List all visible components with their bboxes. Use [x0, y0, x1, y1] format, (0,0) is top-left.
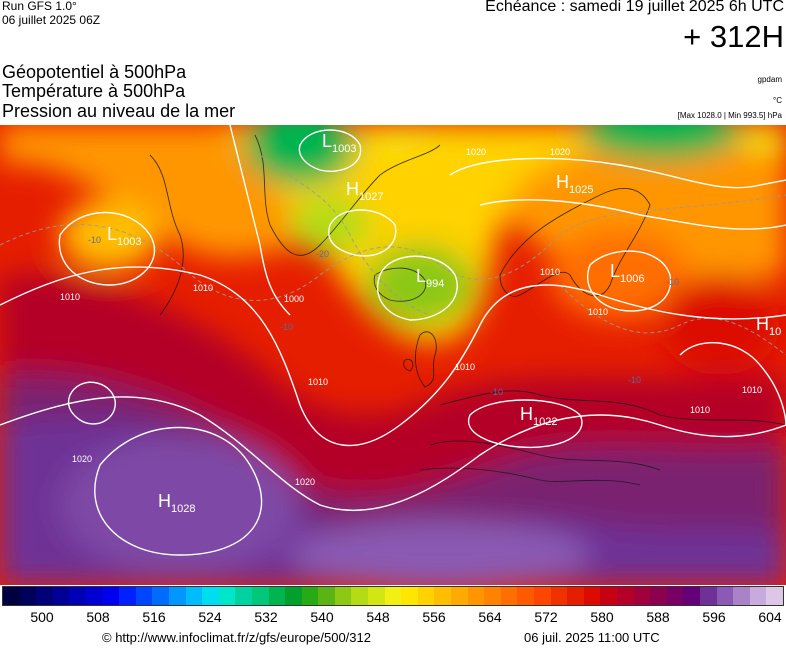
isobar-label: 1010: [455, 362, 475, 372]
isobar-label: 1020: [550, 147, 570, 157]
colorbar-segment: [451, 587, 468, 605]
weather-map: L1003 L1003 H1027 L994 H1025 L1006 H10 H…: [0, 125, 786, 585]
colorbar: [2, 586, 784, 606]
colorbar-segment: [600, 587, 617, 605]
colorbar-segment: [500, 587, 518, 605]
colorbar-segment: [733, 587, 750, 605]
colorbar-segment: [699, 587, 717, 605]
colorbar-segment: [484, 587, 501, 605]
isobar-label: 1010: [540, 267, 560, 277]
isotherm-label: -10: [628, 375, 641, 385]
colorbar-segment: [666, 587, 684, 605]
colorbar-segment: [650, 587, 667, 605]
lead-time: + 312H: [683, 19, 784, 54]
colorbar-segment: [517, 587, 534, 605]
colorbar-tick-label: 564: [478, 609, 502, 625]
field-geopotential: Géopotentiel à 500hPa: [2, 62, 187, 82]
colorbar-segment: [749, 587, 767, 605]
colorbar-tick-label: 532: [254, 609, 278, 625]
colorbar-segment: [218, 587, 236, 605]
isobar-label: 1010: [60, 292, 80, 302]
colorbar-segment: [102, 587, 120, 605]
isobar-label: 1020: [466, 147, 486, 157]
colorbar-segment: [235, 587, 252, 605]
colorbar-tick-label: 604: [758, 609, 782, 625]
isotherm-label: -10: [280, 322, 293, 332]
colorbar-segment: [301, 587, 319, 605]
colorbar-segment: [318, 587, 335, 605]
colorbar-tick-label: 572: [534, 609, 558, 625]
isobar-label: 1000: [284, 294, 304, 304]
colorbar-segment: [616, 587, 634, 605]
isobar-label: 1020: [72, 454, 92, 464]
colorbar-segment: [534, 587, 551, 605]
colorbar-tick-label: 540: [310, 609, 334, 625]
colorbar-tick-label: 556: [422, 609, 446, 625]
colorbar-tick-label: 524: [198, 609, 222, 625]
field-pressure: Pression au niveau de la mer: [2, 101, 236, 121]
colorbar-tick-label: 508: [86, 609, 110, 625]
pressure-range: [Max 1028.0 | Min 993.5] hPa: [677, 111, 782, 120]
colorbar-tick-label: 500: [30, 609, 54, 625]
colorbar-tick-label: 588: [646, 609, 670, 625]
colorbar-segment: [36, 587, 53, 605]
run-title: Run GFS 1.0°: [2, 0, 77, 13]
colorbar-segment: [368, 587, 385, 605]
isotherm-label: -20: [316, 249, 329, 259]
colorbar-segment: [633, 587, 651, 605]
colorbar-segment: [417, 587, 435, 605]
colorbar-segment: [766, 587, 783, 605]
colorbar-segment: [152, 587, 169, 605]
colorbar-tick-label: 580: [590, 609, 614, 625]
colorbar-segment: [251, 587, 269, 605]
colorbar-segment: [19, 587, 37, 605]
colorbar-segment: [202, 587, 219, 605]
colorbar-segment: [351, 587, 369, 605]
forecast-valid-time: Echéance : samedi 19 juillet 2025 6h UTC: [485, 0, 784, 15]
run-date: 06 juillet 2025 06Z: [2, 13, 101, 27]
field-temperature: Température à 500hPa: [2, 81, 186, 101]
isotherm-label: -10: [490, 387, 503, 397]
colorbar-segment: [69, 587, 86, 605]
colorbar-segment: [334, 587, 352, 605]
colorbar-segment: [567, 587, 584, 605]
isobar-label: 1020: [295, 477, 315, 487]
colorbar-segment: [3, 587, 20, 605]
colorbar-segment: [268, 587, 286, 605]
colorbar-segment: [683, 587, 700, 605]
isobar-label: 1010: [193, 283, 213, 293]
colorbar-segment: [85, 587, 103, 605]
colorbar-segment: [467, 587, 485, 605]
isobar-label: 1010: [742, 385, 762, 395]
colorbar-segment: [716, 587, 734, 605]
colorbar-segment: [401, 587, 418, 605]
unit-temperature: °C: [773, 96, 782, 105]
colorbar-segment: [135, 587, 153, 605]
isotherm-label: -10: [666, 277, 679, 287]
colorbar-tick-label: 596: [702, 609, 726, 625]
isobar-label: 1010: [690, 405, 710, 415]
colorbar-ticks: 500 508 516 524 532 540 548 556 564 572 580 588 596 6…: [0, 609, 786, 627]
source-url: © http://www.infoclimat.fr/z/gfs/europe/…: [102, 630, 371, 645]
colorbar-segment: [185, 587, 203, 605]
colorbar-segment: [583, 587, 601, 605]
colorbar-tick-label: 516: [142, 609, 166, 625]
unit-geopotential: gpdam: [757, 75, 782, 84]
colorbar-segment: [168, 587, 186, 605]
colorbar-segment: [119, 587, 136, 605]
isotherm-label: -10: [88, 235, 101, 245]
colorbar-segment: [285, 587, 302, 605]
colorbar-segment: [550, 587, 568, 605]
colorbar-segment: [52, 587, 70, 605]
isobar-label: 1010: [588, 307, 608, 317]
colorbar-segment: [384, 587, 402, 605]
colorbar-segment: [434, 587, 452, 605]
generated-time: 06 juil. 2025 11:00 UTC: [524, 630, 660, 645]
colorbar-tick-label: 548: [366, 609, 390, 625]
isobar-label: 1010: [308, 377, 328, 387]
